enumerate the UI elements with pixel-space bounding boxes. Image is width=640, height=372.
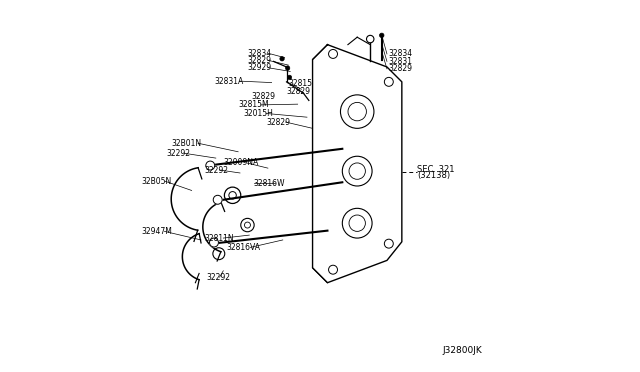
Text: 32292: 32292 [204, 166, 228, 174]
Text: 32B01N: 32B01N [172, 139, 202, 148]
Circle shape [280, 57, 284, 61]
Text: J32800JK: J32800JK [443, 346, 483, 355]
Text: 32811N: 32811N [205, 234, 234, 243]
Text: 32929: 32929 [248, 63, 271, 72]
Text: 32829: 32829 [251, 92, 275, 101]
Text: 32834: 32834 [389, 49, 413, 58]
Text: 32009NA: 32009NA [223, 158, 259, 167]
Circle shape [380, 33, 384, 38]
Circle shape [367, 35, 374, 43]
Text: SEC. 321: SEC. 321 [417, 165, 455, 174]
Text: 32829: 32829 [266, 118, 290, 126]
Text: 32015H: 32015H [244, 109, 274, 118]
Text: 32829: 32829 [287, 87, 310, 96]
Text: 32815: 32815 [289, 79, 312, 88]
Text: 32816W: 32816W [254, 179, 285, 187]
Circle shape [213, 195, 222, 204]
Text: 32816VA: 32816VA [227, 243, 260, 252]
Text: 32834: 32834 [248, 49, 271, 58]
Text: 32829: 32829 [389, 64, 413, 73]
Circle shape [287, 75, 292, 80]
Text: 32831: 32831 [389, 57, 413, 66]
Text: 32815M: 32815M [238, 100, 269, 109]
Circle shape [285, 66, 290, 70]
Text: 32292: 32292 [166, 149, 190, 158]
Text: 32829: 32829 [248, 56, 271, 65]
Text: 32292: 32292 [207, 273, 230, 282]
Circle shape [206, 161, 215, 170]
Text: 32B05N: 32B05N [141, 177, 172, 186]
Text: (32138): (32138) [417, 171, 451, 180]
Text: 32947M: 32947M [141, 227, 172, 236]
Text: 32831A: 32831A [214, 77, 243, 86]
Circle shape [209, 238, 218, 247]
